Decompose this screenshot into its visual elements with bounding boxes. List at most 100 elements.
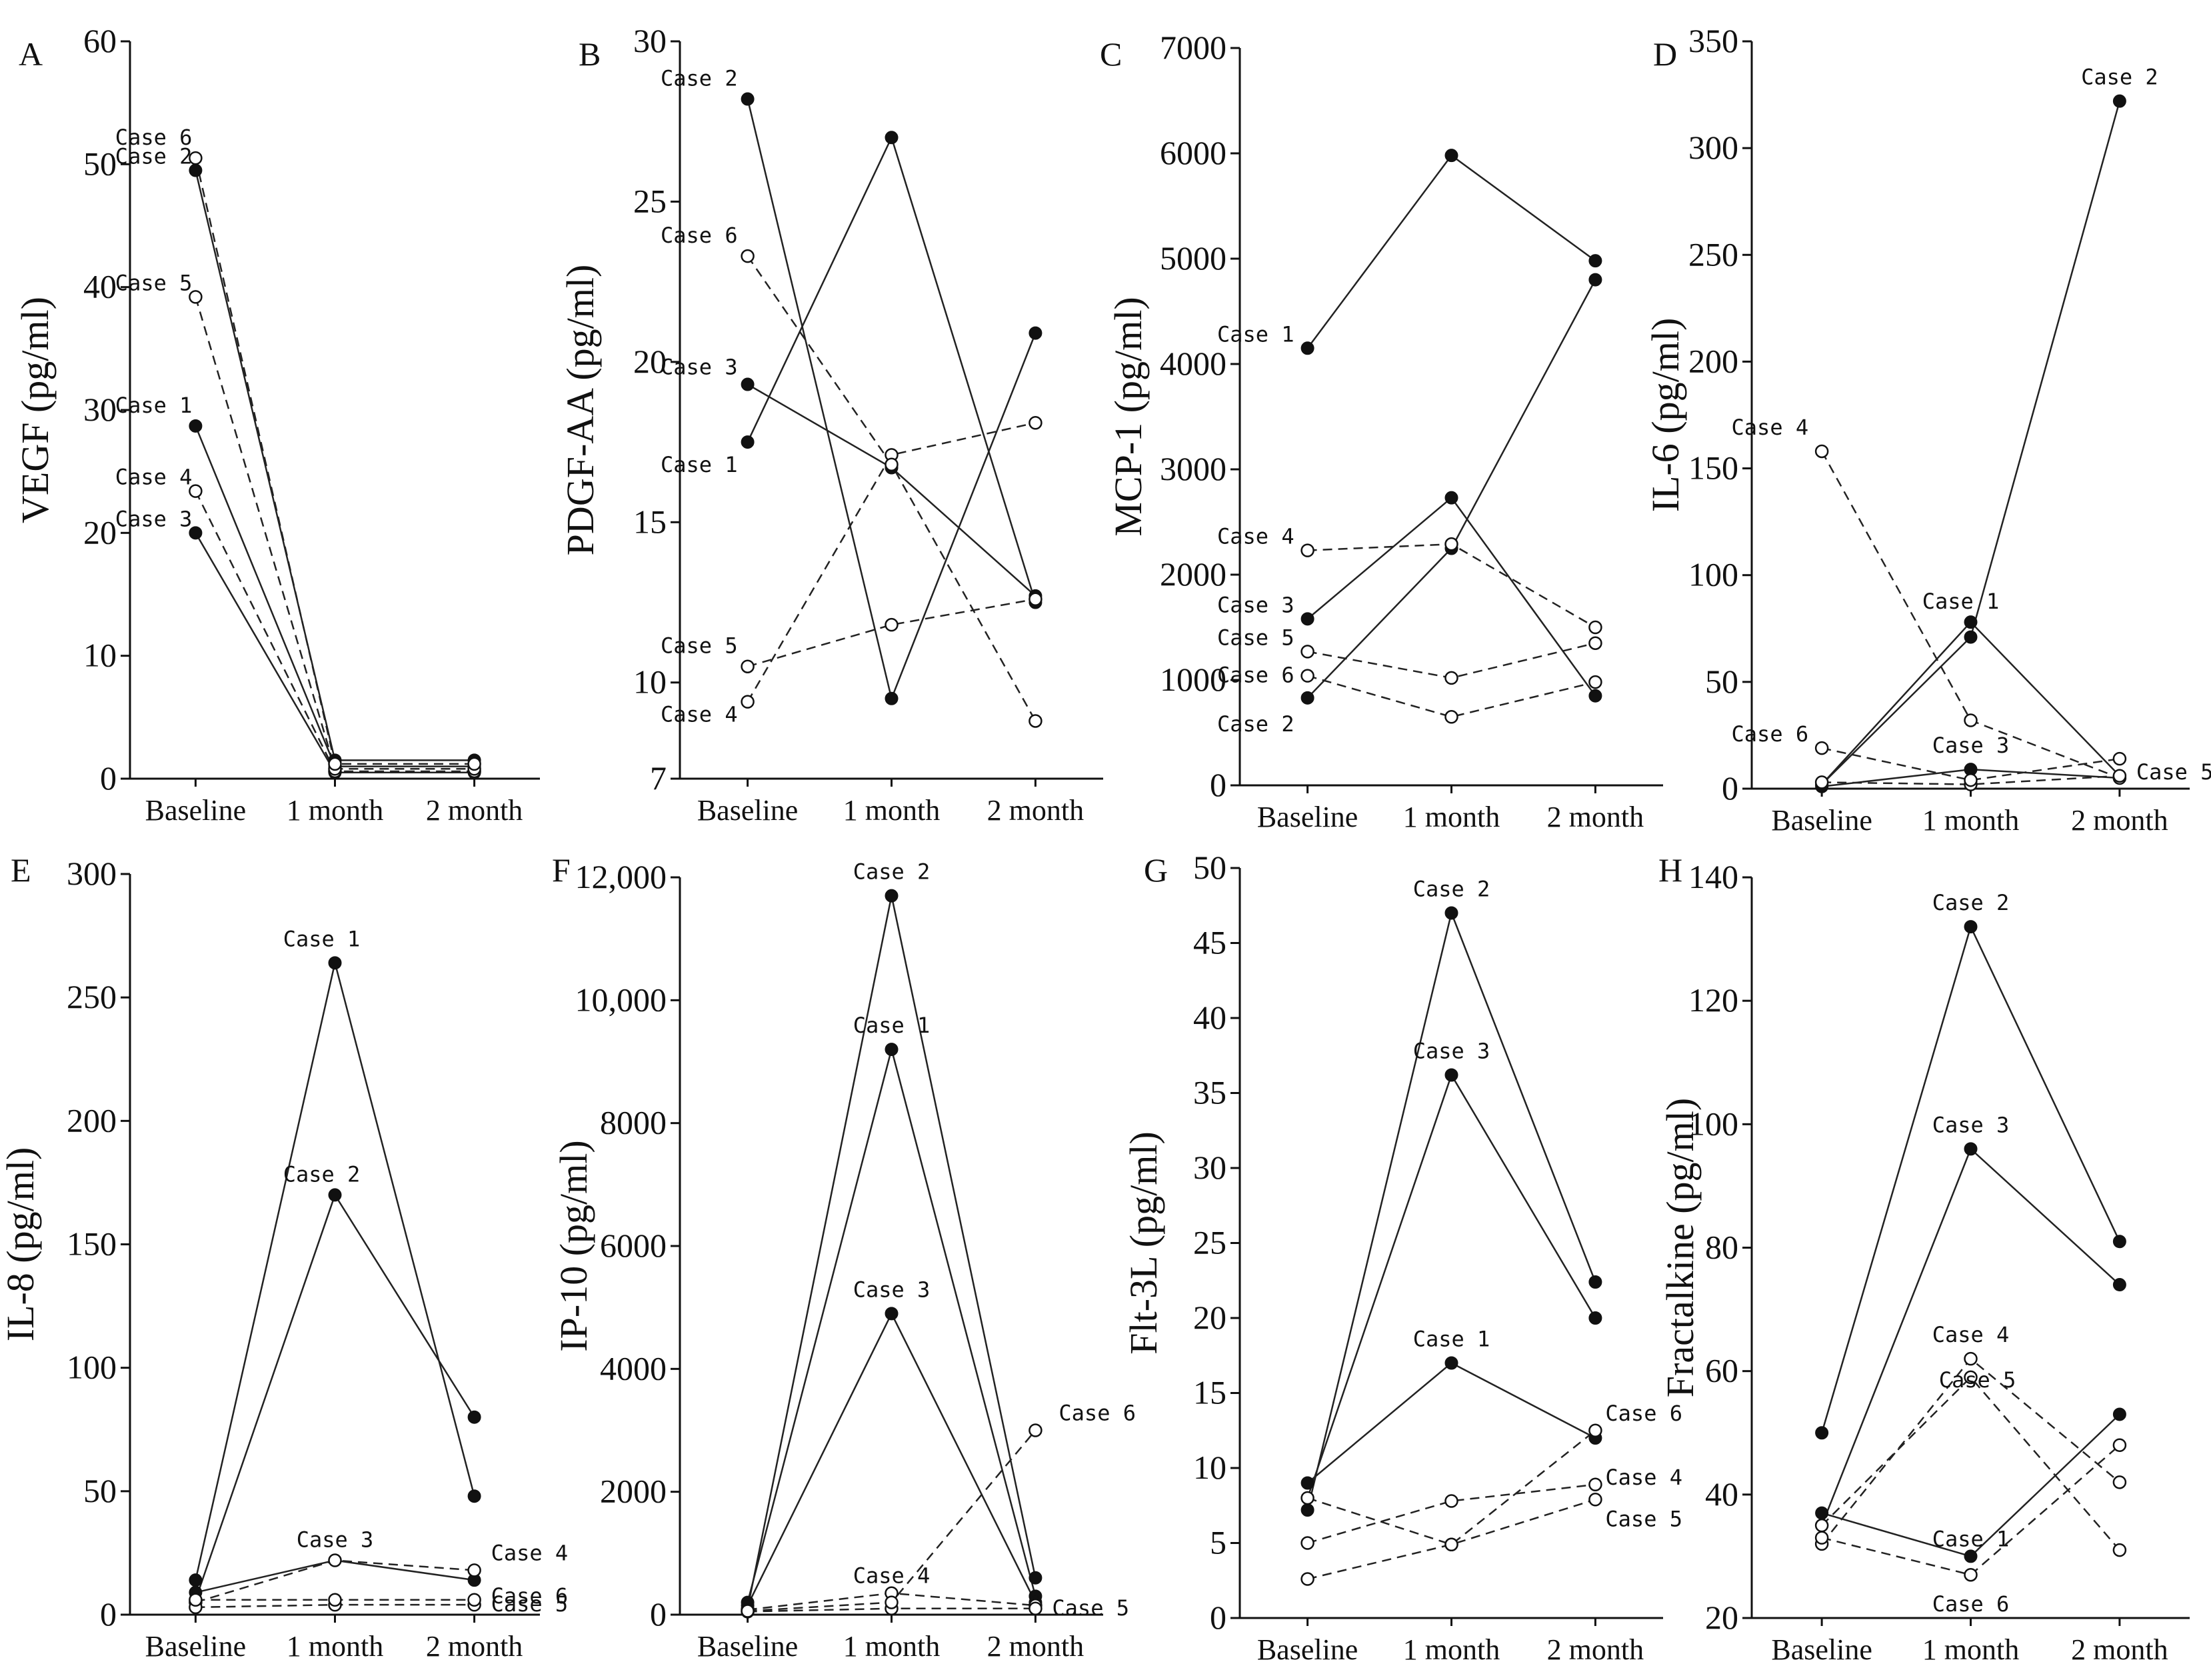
panel-f-ytick-label: 8000 xyxy=(600,1104,667,1141)
panel-d-data-label-case-3: Case 3 xyxy=(1932,733,2010,758)
panel-b-data-label-case-6: Case 6 xyxy=(661,223,738,248)
panel-d-letter: D xyxy=(1653,35,1677,73)
panel-a-series-line-case-3 xyxy=(195,532,475,774)
panel-h-data-label-case-1: Case 1 xyxy=(1932,1526,2010,1551)
panel-g-point-case-6 xyxy=(1300,1491,1314,1505)
panel-c-ytick-label: 6000 xyxy=(1160,134,1226,171)
panel-g-data-label-case-1: Case 1 xyxy=(1413,1327,1490,1352)
panel-b-xtick-label: Baseline xyxy=(697,794,799,827)
panel-d-ytick-label: 300 xyxy=(1688,129,1738,166)
panel-c-point-case-5 xyxy=(1588,636,1602,650)
panel-g-point-case-2 xyxy=(1300,1503,1314,1517)
panel-g-point-case-2 xyxy=(1444,906,1458,920)
panel-b-point-case-6 xyxy=(885,457,899,471)
panel-c-point-case-5 xyxy=(1300,645,1314,659)
panel-h-point-case-4 xyxy=(2112,1475,2127,1489)
panel-e-xtick-label: 1 month xyxy=(287,1630,383,1663)
panel-e-ytick-label: 200 xyxy=(67,1101,117,1139)
panel-c-series-line-case-1 xyxy=(1306,154,1596,349)
panel-e-point-case-1 xyxy=(328,956,342,970)
panel-b-ytick-label: 30 xyxy=(633,22,667,59)
panel-e-ytick-label: 150 xyxy=(67,1225,117,1263)
panel-g-data-label-case-3: Case 3 xyxy=(1413,1039,1490,1064)
panel-g-ytick-label: 20 xyxy=(1193,1299,1226,1336)
panel-h-point-case-2 xyxy=(2112,1235,2126,1249)
panel-a-ytick-label: 40 xyxy=(83,268,117,305)
panel-h-xtick-label: 1 month xyxy=(1922,1633,2019,1666)
panel-b-data-label-case-1: Case 1 xyxy=(661,452,738,477)
panel-d-data-label-case-1: Case 1 xyxy=(1922,589,2000,614)
panel-d-ytick-label: 350 xyxy=(1688,22,1738,59)
panel-h-xtick-label: 2 month xyxy=(2071,1633,2168,1666)
panel-g-point-case-1 xyxy=(1300,1476,1314,1490)
panel-f-ytick-label: 12,000 xyxy=(575,858,667,895)
panel-h-ytick-label: 120 xyxy=(1688,981,1738,1019)
panel-g-ytick-label: 15 xyxy=(1193,1374,1226,1411)
panel-b-data-label-case-5: Case 5 xyxy=(661,633,738,659)
panel-c-point-case-5 xyxy=(1444,671,1458,685)
panel-e-data-label-case-5: Case 5 xyxy=(491,1591,569,1617)
panel-e-xtick-label: Baseline xyxy=(145,1630,247,1663)
panel-a-data-label-case-3: Case 3 xyxy=(115,506,193,531)
panel-b-point-case-2 xyxy=(1029,326,1043,340)
panel-e-xtick-label: 2 month xyxy=(426,1630,523,1663)
panel-c-data-label-case-6: Case 6 xyxy=(1217,663,1294,688)
panel-e-data-label-case-2: Case 2 xyxy=(283,1161,361,1187)
panel-h-ytick-label: 100 xyxy=(1688,1105,1738,1142)
panel-h-point-case-1 xyxy=(1815,1506,1829,1520)
panel-c-point-case-6 xyxy=(1588,675,1602,689)
panel-e-point-case-6 xyxy=(189,1593,203,1607)
panel-f-ytick-label: 2000 xyxy=(600,1473,667,1510)
panel-b-point-case-2 xyxy=(885,691,899,705)
panel-g-series-line-case-3 xyxy=(1306,1073,1596,1499)
panel-b-data-label-case-4: Case 4 xyxy=(661,702,738,727)
panel-h-point-case-5 xyxy=(1814,1518,1829,1533)
panel-b-ylabel: PDGF-AA (pg/ml) xyxy=(559,265,602,556)
panel-f-data-label-case-1: Case 1 xyxy=(853,1013,931,1038)
panel-f-series-line-case-3 xyxy=(747,1311,1037,1606)
panel-e-data-label-case-6: Case 6 xyxy=(491,1583,569,1609)
panel-d-point-case-6 xyxy=(2112,751,2127,766)
panel-g-data-label-case-2: Case 2 xyxy=(1413,877,1490,902)
panel-f-ytick-label: 10,000 xyxy=(575,981,667,1018)
panel-e-point-case-6 xyxy=(467,1593,481,1607)
panel-h-point-case-2 xyxy=(1815,1426,1829,1440)
panel-c-point-case-3 xyxy=(1300,612,1314,626)
panel-f-data-label-case-2: Case 2 xyxy=(853,859,931,885)
panel-h-ytick-label: 40 xyxy=(1705,1475,1738,1513)
panel-h-ytick-label: 140 xyxy=(1688,858,1738,895)
panel-g-point-case-2 xyxy=(1588,1275,1602,1289)
panel-c-series-line-case-4 xyxy=(1307,543,1596,629)
panel-d-xtick-label: 2 month xyxy=(2071,804,2168,837)
panel-h-ytick-label: 60 xyxy=(1705,1352,1738,1389)
panel-f-data-label-case-6: Case 6 xyxy=(1059,1401,1136,1426)
panel-h-ytick-label: 20 xyxy=(1705,1599,1738,1636)
panel-g-ytick-label: 50 xyxy=(1193,849,1226,886)
panel-b-point-case-1 xyxy=(741,435,755,449)
panel-a-xtick-label: Baseline xyxy=(145,794,247,827)
panel-g-ylabel: Flt-3L (pg/ml) xyxy=(1122,1131,1165,1355)
panel-a-series-line-case-5 xyxy=(195,297,475,770)
panel-e-letter: E xyxy=(11,851,31,889)
panel-f-series-line-case-2 xyxy=(747,895,1037,1609)
panel-e-point-case-2 xyxy=(467,1410,481,1424)
panel-f-ytick-label: 0 xyxy=(650,1595,667,1633)
panel-c-point-case-2 xyxy=(1588,273,1602,287)
panel-h-point-case-6 xyxy=(1964,1567,1978,1582)
panel-a-point-case-6 xyxy=(189,151,203,165)
panel-b-point-case-5 xyxy=(741,659,755,673)
panel-a-ytick-label: 60 xyxy=(83,22,117,59)
panel-b-point-case-2 xyxy=(741,92,755,106)
panel-b-series-line-case-5 xyxy=(747,598,1036,667)
panel-e-ytick-label: 50 xyxy=(83,1472,117,1509)
panel-d-point-case-6 xyxy=(1814,741,1829,755)
panel-e-point-case-2 xyxy=(328,1188,342,1202)
panel-g-series-line-case-5 xyxy=(1307,1499,1596,1580)
panel-d-ytick-label: 0 xyxy=(1722,769,1738,807)
panel-g-point-case-4 xyxy=(1588,1477,1602,1491)
panel-f-xtick-label: Baseline xyxy=(697,1630,799,1663)
panel-b-letter: B xyxy=(579,35,601,73)
panel-e-ytick-label: 100 xyxy=(67,1349,117,1386)
panel-g-ytick-label: 45 xyxy=(1193,924,1226,961)
panel-h-letter: H xyxy=(1658,851,1682,889)
